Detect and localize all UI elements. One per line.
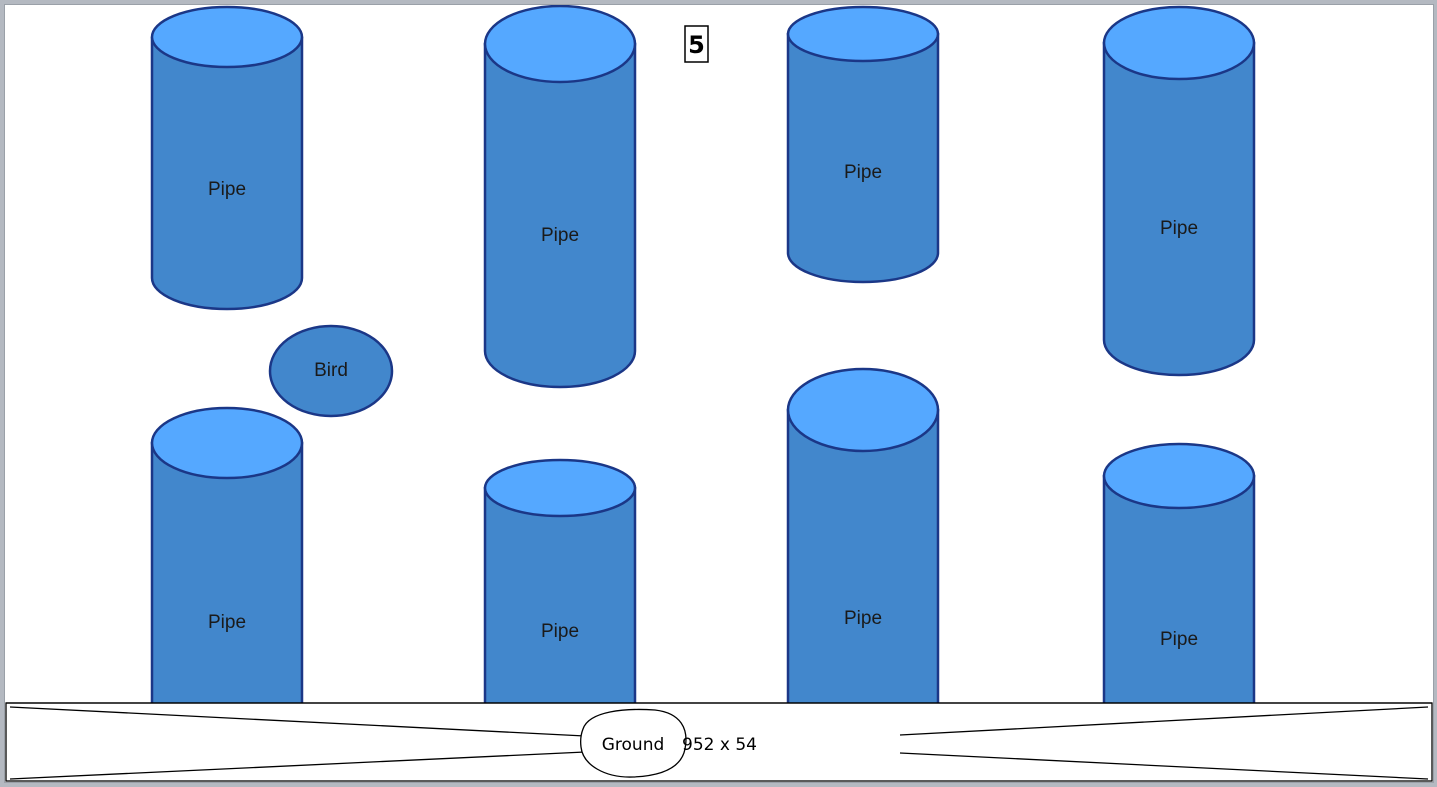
- ground-label: Ground: [602, 735, 665, 755]
- bird-label: Bird: [314, 360, 348, 381]
- pipe-label: Pipe: [1160, 629, 1198, 650]
- pipe-label: Pipe: [1160, 218, 1198, 239]
- pipe-label: Pipe: [541, 621, 579, 642]
- pipe-top-1: Pipe: [150, 5, 304, 311]
- pipe-top-3: Pipe: [786, 5, 940, 284]
- pipe-top-2: Pipe: [483, 5, 637, 389]
- pipe-label: Pipe: [541, 225, 579, 246]
- pipe-bottom-4: Pipe: [1102, 442, 1256, 707]
- score-display: 5: [684, 25, 709, 63]
- score-value: 5: [688, 31, 705, 59]
- pipe-label: Pipe: [844, 162, 882, 183]
- pipe-label: Pipe: [844, 608, 882, 629]
- pipe-bottom-3: Pipe: [786, 367, 940, 707]
- pipe-label: Pipe: [208, 612, 246, 633]
- pipe-bottom-2: Pipe: [483, 458, 637, 707]
- ground: Ground 952 x 54: [5, 702, 1433, 782]
- pipe-top-4: Pipe: [1102, 5, 1256, 377]
- ground-size: 952 x 54: [682, 735, 757, 755]
- bird: Bird: [268, 324, 394, 418]
- pipe-label: Pipe: [208, 179, 246, 200]
- game-scene: Pipe Pipe Pipe Pipe Bird Pi: [5, 5, 1433, 782]
- pipe-bottom-1: Pipe: [150, 406, 304, 707]
- game-canvas[interactable]: Pipe Pipe Pipe Pipe Bird Pi: [5, 5, 1433, 782]
